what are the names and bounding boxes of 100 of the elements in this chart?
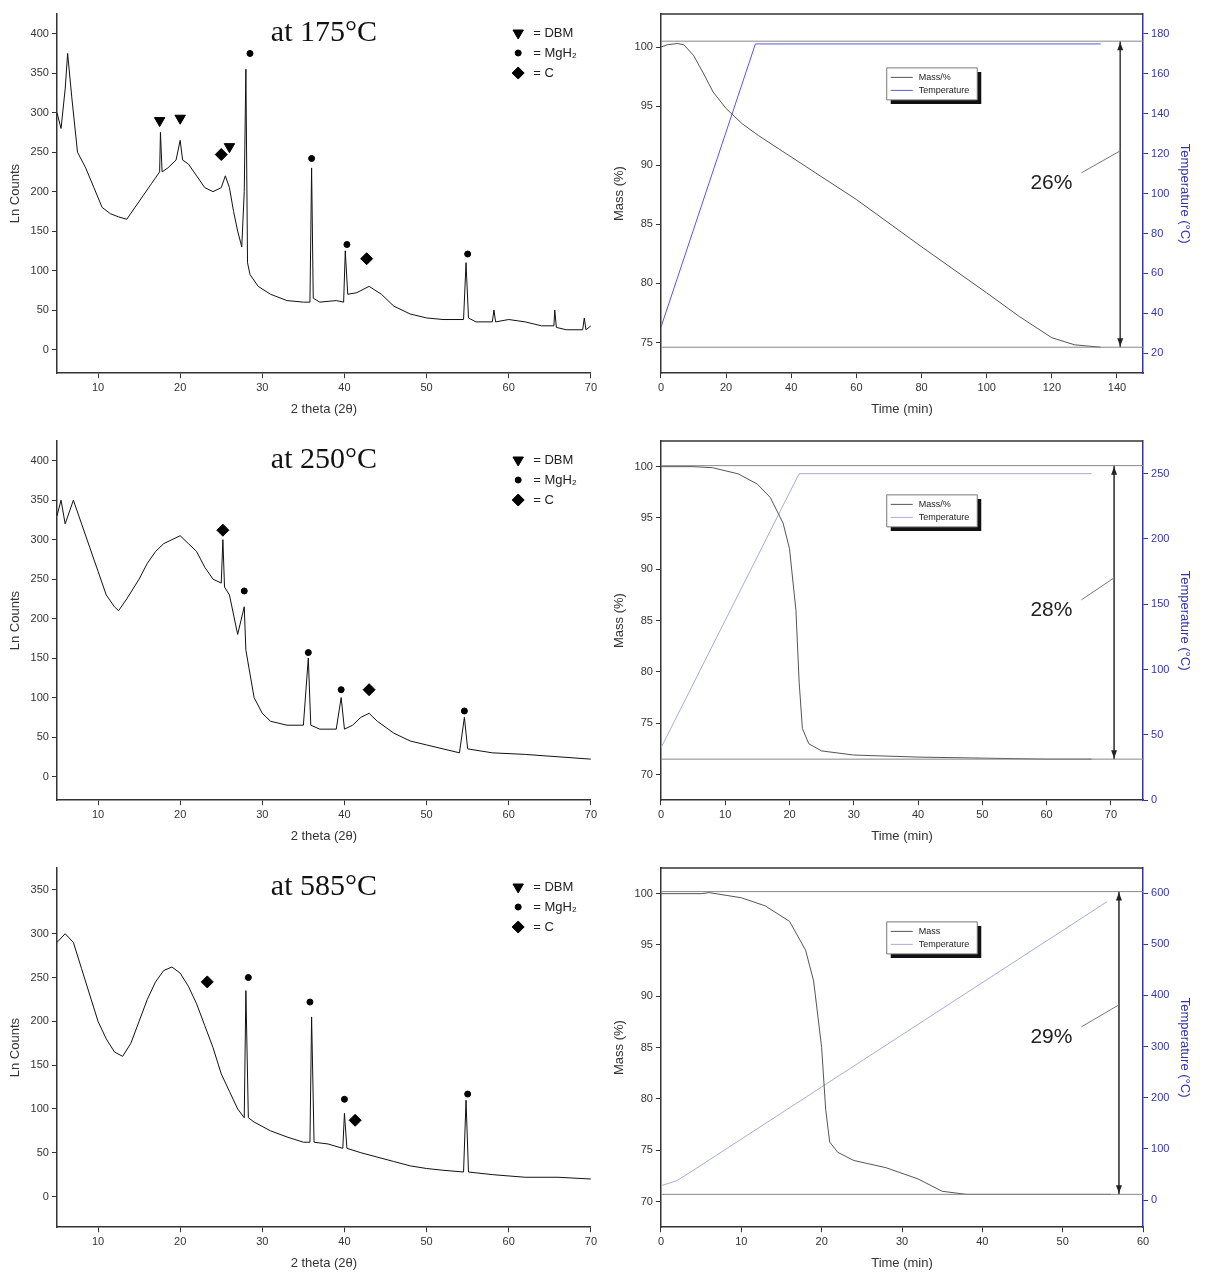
y-tick-label: 300 — [30, 105, 49, 118]
y-tick-label: 400 — [30, 453, 49, 466]
x-tick-label: 30 — [256, 1234, 269, 1247]
y2-tick-label: 200 — [1151, 1090, 1170, 1103]
y-tick-label: 95 — [640, 511, 653, 523]
chart-title: at 175°C — [270, 13, 377, 47]
y2-tick-label: 60 — [1151, 266, 1164, 279]
x-tick-label: 0 — [657, 380, 665, 393]
y-tick-label: 150 — [30, 651, 49, 664]
legend-label: = C — [533, 491, 554, 507]
x-tick-label: 0 — [657, 807, 665, 820]
x-tick-label: 10 — [91, 380, 105, 393]
y-tick-label: 350 — [30, 882, 49, 895]
y-tick-label: 50 — [36, 303, 49, 316]
point — [343, 241, 351, 249]
y-tick-label: 90 — [640, 158, 653, 171]
legend-label: Mass/% — [918, 498, 951, 509]
x-tick-label: 50 — [1056, 1234, 1069, 1247]
y-tick-label: 85 — [640, 613, 653, 626]
x-axis-title: 2 theta (2θ) — [290, 1254, 358, 1270]
y-tick-label: 90 — [640, 562, 653, 575]
legend-label: = C — [533, 918, 554, 934]
x-tick-label: 50 — [420, 807, 433, 820]
y-tick-label: 50 — [36, 1145, 49, 1158]
x-axis-title: Time (min) — [871, 1254, 933, 1270]
x-tick-label: 70 — [584, 807, 598, 820]
legend-label: = MgH₂ — [533, 471, 577, 487]
legend-label: Temperature — [918, 938, 970, 949]
point — [200, 975, 214, 989]
legend-label: = DBM — [533, 878, 574, 894]
legend-label: = C — [533, 64, 554, 80]
y-axis-title: Mass (%) — [611, 593, 627, 649]
y-tick-label: 150 — [30, 224, 49, 237]
x-tick-label: 10 — [719, 807, 732, 820]
y2-tick-label: 50 — [1151, 727, 1164, 740]
y-tick-label: 100 — [634, 40, 653, 53]
y2-tick-label: 200 — [1151, 531, 1170, 544]
y2-tick-label: 20 — [1151, 346, 1164, 359]
point — [464, 1090, 472, 1098]
y-tick-label: 300 — [30, 926, 49, 939]
y-axis-title: Mass (%) — [611, 1020, 627, 1076]
point — [362, 683, 376, 697]
point — [240, 587, 248, 595]
x-tick-label: 140 — [1107, 380, 1127, 393]
point — [348, 1113, 362, 1127]
y2-tick-label: 160 — [1151, 66, 1170, 79]
x-tick-label: 40 — [785, 380, 798, 393]
x-tick-label: 70 — [1104, 807, 1118, 820]
x-tick-label: 20 — [174, 380, 187, 393]
x-tick-label: 10 — [91, 807, 105, 820]
point — [223, 143, 236, 154]
x-tick-label: 60 — [502, 1234, 515, 1247]
x-tick-label: 100 — [977, 380, 996, 393]
x-tick-label: 60 — [502, 380, 515, 393]
x-tick-label: 50 — [420, 380, 433, 393]
y2-tick-label: 80 — [1151, 226, 1164, 239]
y-tick-label: 80 — [640, 664, 653, 677]
y2-tick-label: 100 — [1151, 186, 1170, 199]
x-tick-label: 70 — [584, 1234, 598, 1247]
point — [306, 998, 314, 1006]
y-tick-label: 50 — [36, 730, 49, 743]
x-tick-label: 20 — [783, 807, 796, 820]
y2-tick-label: 180 — [1151, 26, 1170, 39]
y-tick-label: 200 — [30, 184, 49, 197]
x-tick-label: 40 — [338, 1234, 351, 1247]
y-tick-label: 0 — [42, 769, 49, 782]
legend-label: Mass/% — [918, 71, 951, 82]
y2-tick-label: 250 — [1151, 466, 1170, 479]
x-axis-title: Time (min) — [871, 827, 933, 843]
annotation: 29% — [1030, 1023, 1073, 1047]
point — [464, 250, 472, 258]
point — [214, 148, 228, 162]
legend-label: = MgH₂ — [533, 898, 577, 914]
y-tick-label: 75 — [640, 1143, 653, 1156]
x-tick-label: 60 — [1136, 1234, 1150, 1247]
point — [153, 117, 166, 128]
x-axis-title: Time (min) — [871, 400, 933, 416]
y-tick-label: 85 — [640, 1040, 653, 1053]
point — [174, 114, 186, 125]
y-tick-label: 80 — [640, 1091, 653, 1104]
y-tick-label: 100 — [634, 459, 653, 472]
x-tick-label: 20 — [174, 1234, 187, 1247]
x-tick-label: 50 — [976, 807, 989, 820]
x-tick-label: 30 — [256, 380, 269, 393]
legend-label: Temperature — [918, 511, 970, 522]
y-tick-label: 70 — [640, 1194, 653, 1207]
y2-tick-label: 0 — [1151, 793, 1158, 806]
y2-tick-label: 120 — [1151, 146, 1170, 159]
y-axis-title: Ln Counts — [7, 1017, 23, 1078]
x-tick-label: 30 — [256, 807, 269, 820]
x-tick-label: 40 — [911, 807, 925, 820]
point — [360, 252, 374, 266]
y-tick-label: 95 — [640, 938, 653, 950]
x-tick-label: 40 — [338, 380, 351, 393]
y-tick-label: 100 — [634, 886, 653, 899]
point — [340, 1095, 348, 1103]
y-tick-label: 85 — [640, 217, 653, 230]
y-tick-label: 70 — [640, 767, 653, 780]
y-tick-label: 90 — [640, 989, 653, 1002]
x-tick-label: 10 — [735, 1234, 748, 1247]
